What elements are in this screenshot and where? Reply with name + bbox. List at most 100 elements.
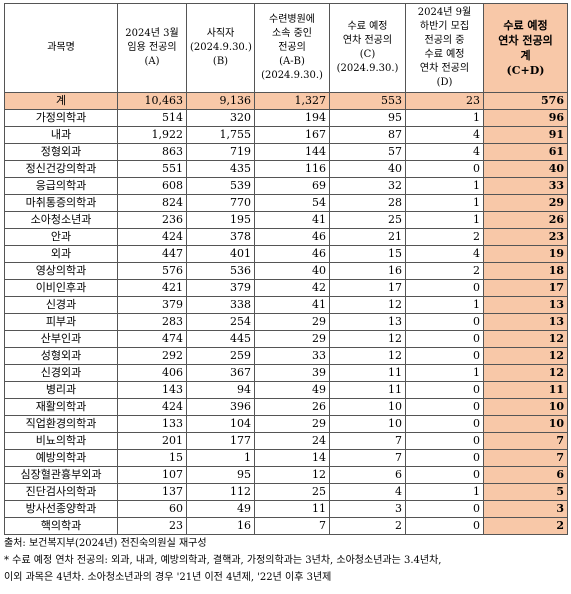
department-name: 진단검사의학과 xyxy=(4,483,118,501)
column-header: 2024년 9월 하반기 모집 전공의 중 수료 예정 연차 전공의 (D) xyxy=(405,3,484,93)
value-cell: 11 xyxy=(254,500,330,518)
value-cell: 13 xyxy=(329,313,406,331)
value-cell: 0 xyxy=(405,466,484,484)
value-cell: 338 xyxy=(186,296,255,314)
value-cell: 536 xyxy=(186,262,255,280)
table-row: 재활의학과 424 396 26 10 0 10 xyxy=(4,398,568,416)
value-cell: 39 xyxy=(254,364,330,382)
value-cell: 0 xyxy=(405,347,484,365)
value-cell: 25 xyxy=(254,483,330,501)
department-name: 핵의학과 xyxy=(4,517,118,535)
value-cell: 0 xyxy=(405,381,484,399)
value-cell: 15 xyxy=(117,449,187,467)
value-cell: 29 xyxy=(254,330,330,348)
value-cell: 367 xyxy=(186,364,255,382)
table-row: 병리과 143 94 49 11 0 11 xyxy=(4,381,568,399)
value-cell: 292 xyxy=(117,347,187,365)
value-cell: 1 xyxy=(405,177,484,195)
value-cell: 424 xyxy=(117,228,187,246)
value-cell: 379 xyxy=(186,279,255,297)
table-row: 성형외과 292 259 33 12 0 12 xyxy=(4,347,568,365)
value-cell: 137 xyxy=(117,483,187,501)
value-cell: 16 xyxy=(329,262,406,280)
value-cell: 9,136 xyxy=(186,92,255,110)
total-expected-cell: 33 xyxy=(483,177,568,195)
value-cell: 719 xyxy=(186,143,255,161)
department-name: 정형외과 xyxy=(4,143,118,161)
value-cell: 4 xyxy=(405,126,484,144)
footnote-line-1: * 수료 예정 연차 전공의: 외과, 내과, 예방의학과, 결핵과, 가정의학… xyxy=(4,555,442,566)
value-cell: 16 xyxy=(186,517,255,535)
value-cell: 28 xyxy=(329,194,406,212)
value-cell: 40 xyxy=(254,262,330,280)
value-cell: 1 xyxy=(405,211,484,229)
value-cell: 283 xyxy=(117,313,187,331)
value-cell: 514 xyxy=(117,109,187,127)
total-expected-cell: 96 xyxy=(483,109,568,127)
value-cell: 14 xyxy=(254,449,330,467)
value-cell: 195 xyxy=(186,211,255,229)
department-name: 마취통증의학과 xyxy=(4,194,118,212)
value-cell: 2 xyxy=(405,262,484,280)
value-cell: 576 xyxy=(117,262,187,280)
table-row: 소아청소년과 236 195 41 25 1 26 xyxy=(4,211,568,229)
table-row: 응급의학과 608 539 69 32 1 33 xyxy=(4,177,568,195)
table-row: 진단검사의학과 137 112 25 4 1 5 xyxy=(4,483,568,501)
value-cell: 435 xyxy=(186,160,255,178)
value-cell: 553 xyxy=(329,92,406,110)
value-cell: 4 xyxy=(329,483,406,501)
value-cell: 167 xyxy=(254,126,330,144)
value-cell: 1 xyxy=(186,449,255,467)
value-cell: 4 xyxy=(405,245,484,263)
value-cell: 60 xyxy=(117,500,187,518)
column-header: 수료 예정 연차 전공의 (C) (2024.9.30.) xyxy=(329,3,406,93)
value-cell: 1 xyxy=(405,483,484,501)
table-row: 외과 447 401 46 15 4 19 xyxy=(4,245,568,263)
total-expected-cell: 61 xyxy=(483,143,568,161)
department-name: 심장혈관흉부외과 xyxy=(4,466,118,484)
department-name: 재활의학과 xyxy=(4,398,118,416)
value-cell: 21 xyxy=(329,228,406,246)
value-cell: 133 xyxy=(117,415,187,433)
value-cell: 201 xyxy=(117,432,187,450)
value-cell: 0 xyxy=(405,279,484,297)
value-cell: 4 xyxy=(405,143,484,161)
total-expected-cell: 3 xyxy=(483,500,568,518)
value-cell: 0 xyxy=(405,313,484,331)
total-expected-cell: 91 xyxy=(483,126,568,144)
department-name: 신경외과 xyxy=(4,364,118,382)
total-expected-cell: 5 xyxy=(483,483,568,501)
value-cell: 0 xyxy=(405,415,484,433)
total-row: 계 10,463 9,136 1,327 553 23 576 xyxy=(4,92,568,110)
total-expected-cell: 13 xyxy=(483,313,568,331)
department-name: 이비인후과 xyxy=(4,279,118,297)
value-cell: 2 xyxy=(329,517,406,535)
table-row: 예방의학과 15 1 14 7 0 7 xyxy=(4,449,568,467)
value-cell: 378 xyxy=(186,228,255,246)
value-cell: 33 xyxy=(254,347,330,365)
table-row: 정신건강의학과 551 435 116 40 0 40 xyxy=(4,160,568,178)
total-expected-cell: 40 xyxy=(483,160,568,178)
value-cell: 320 xyxy=(186,109,255,127)
department-name: 산부인과 xyxy=(4,330,118,348)
department-name: 직업환경의학과 xyxy=(4,415,118,433)
total-expected-cell: 6 xyxy=(483,466,568,484)
department-name: 성형외과 xyxy=(4,347,118,365)
total-expected-cell: 12 xyxy=(483,347,568,365)
value-cell: 23 xyxy=(117,517,187,535)
department-name: 병리과 xyxy=(4,381,118,399)
footnote-line-2: 이외 과목은 4년차. 소아청소년과의 경우 '21년 이전 4년제, '22년… xyxy=(4,572,332,583)
value-cell: 15 xyxy=(329,245,406,263)
value-cell: 49 xyxy=(254,381,330,399)
value-cell: 107 xyxy=(117,466,187,484)
total-expected-cell: 10 xyxy=(483,398,568,416)
total-expected-cell: 7 xyxy=(483,449,568,467)
value-cell: 0 xyxy=(405,160,484,178)
table-row: 안과 424 378 46 21 2 23 xyxy=(4,228,568,246)
department-name: 영상의학과 xyxy=(4,262,118,280)
value-cell: 42 xyxy=(254,279,330,297)
value-cell: 0 xyxy=(405,500,484,518)
value-cell: 29 xyxy=(254,313,330,331)
value-cell: 46 xyxy=(254,245,330,263)
value-cell: 40 xyxy=(329,160,406,178)
